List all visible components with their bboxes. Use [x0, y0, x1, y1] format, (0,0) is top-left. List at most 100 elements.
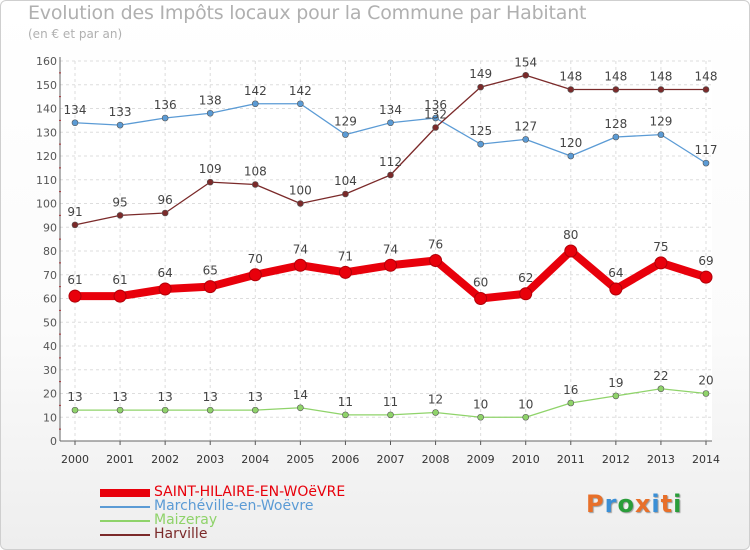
data-label: 64	[158, 266, 173, 280]
data-point	[297, 200, 304, 207]
data-label: 142	[244, 84, 267, 98]
data-label: 120	[559, 136, 582, 150]
data-label: 12	[428, 393, 443, 407]
data-point	[657, 385, 665, 393]
data-point	[477, 413, 484, 421]
logo-letter: x	[634, 490, 652, 518]
data-point	[161, 406, 169, 414]
proxiti-logo: Proxiti	[586, 490, 682, 518]
legend-swatch	[100, 534, 150, 536]
data-label: 95	[112, 195, 127, 209]
data-point	[342, 190, 349, 198]
x-tick-label: 2007	[377, 453, 405, 466]
data-point	[612, 392, 620, 400]
logo-letter: i	[673, 490, 683, 518]
data-point	[248, 268, 262, 282]
y-tick-label: 110	[36, 174, 57, 187]
data-point	[432, 124, 439, 131]
data-point	[387, 171, 394, 179]
data-label: 128	[604, 117, 627, 131]
data-label: 11	[383, 395, 398, 409]
logo-letter: i	[651, 490, 661, 518]
logo-letter: P	[586, 490, 605, 518]
legend-swatch	[100, 489, 150, 497]
data-point	[429, 254, 443, 267]
x-tick-label: 2014	[692, 453, 720, 466]
data-label: 134	[64, 103, 87, 117]
y-tick-label: 100	[36, 198, 57, 211]
data-point	[297, 100, 304, 108]
data-point	[161, 209, 169, 217]
x-tick-label: 2001	[106, 453, 134, 466]
y-tick-label: 50	[43, 316, 57, 329]
data-label: 129	[649, 115, 672, 129]
data-label: 125	[469, 124, 492, 138]
data-label: 61	[112, 273, 127, 287]
y-tick-label: 20	[43, 388, 57, 401]
data-point	[206, 109, 214, 117]
data-point	[609, 282, 623, 296]
data-point	[68, 289, 82, 303]
data-point	[657, 86, 665, 93]
data-point	[657, 131, 665, 138]
logo-letter: r	[604, 490, 618, 518]
data-label: 100	[289, 184, 312, 198]
data-label: 132	[424, 108, 447, 122]
data-label: 69	[698, 254, 713, 268]
y-tick-label: 40	[43, 340, 57, 353]
data-label: 127	[514, 119, 537, 133]
legend-label: Harville	[154, 526, 208, 542]
data-label: 10	[518, 397, 533, 411]
y-tick-label: 140	[36, 103, 57, 116]
data-label: 154	[514, 55, 537, 69]
legend-label: SAINT-HILAIRE-EN-WOëVRE	[154, 484, 346, 500]
data-point	[567, 152, 575, 160]
y-tick-label: 0	[50, 435, 57, 448]
data-point	[71, 119, 79, 127]
data-point	[519, 287, 533, 301]
y-tick-label: 150	[36, 79, 57, 92]
data-point	[702, 390, 710, 397]
data-point	[387, 119, 394, 127]
data-point	[567, 86, 575, 93]
data-point	[564, 244, 578, 258]
x-tick-label: 2004	[241, 453, 269, 466]
data-point	[567, 399, 575, 407]
data-point	[384, 258, 397, 272]
x-tick-label: 2008	[422, 453, 450, 466]
data-label: 71	[338, 249, 353, 263]
data-label: 61	[67, 273, 82, 287]
data-point	[702, 86, 710, 93]
x-tick-label: 2005	[286, 453, 314, 466]
data-label: 16	[563, 383, 578, 397]
x-tick-label: 2011	[557, 453, 585, 466]
data-point	[251, 181, 259, 188]
data-label: 112	[379, 155, 402, 169]
data-label: 11	[338, 395, 353, 409]
data-point	[338, 265, 352, 279]
x-tick-label: 2013	[647, 453, 675, 466]
data-label: 13	[67, 390, 82, 404]
data-point	[522, 136, 530, 143]
x-tick-label: 2003	[196, 453, 224, 466]
data-point	[342, 411, 349, 419]
data-label: 74	[383, 242, 398, 256]
data-label: 65	[203, 264, 218, 278]
data-label: 75	[653, 240, 668, 254]
data-point	[71, 406, 79, 414]
data-label: 117	[695, 143, 718, 157]
data-label: 96	[158, 193, 173, 207]
y-tick-label: 80	[43, 245, 57, 258]
data-point	[71, 221, 79, 229]
data-label: 104	[334, 174, 357, 188]
data-label: 80	[563, 228, 578, 242]
legend-swatch	[100, 506, 150, 508]
data-point	[116, 121, 124, 129]
data-label: 149	[469, 67, 492, 81]
data-point	[113, 289, 127, 303]
legend-swatch	[100, 520, 150, 522]
data-label: 62	[518, 271, 533, 285]
y-tick-label: 60	[43, 293, 57, 306]
data-point	[612, 86, 620, 93]
